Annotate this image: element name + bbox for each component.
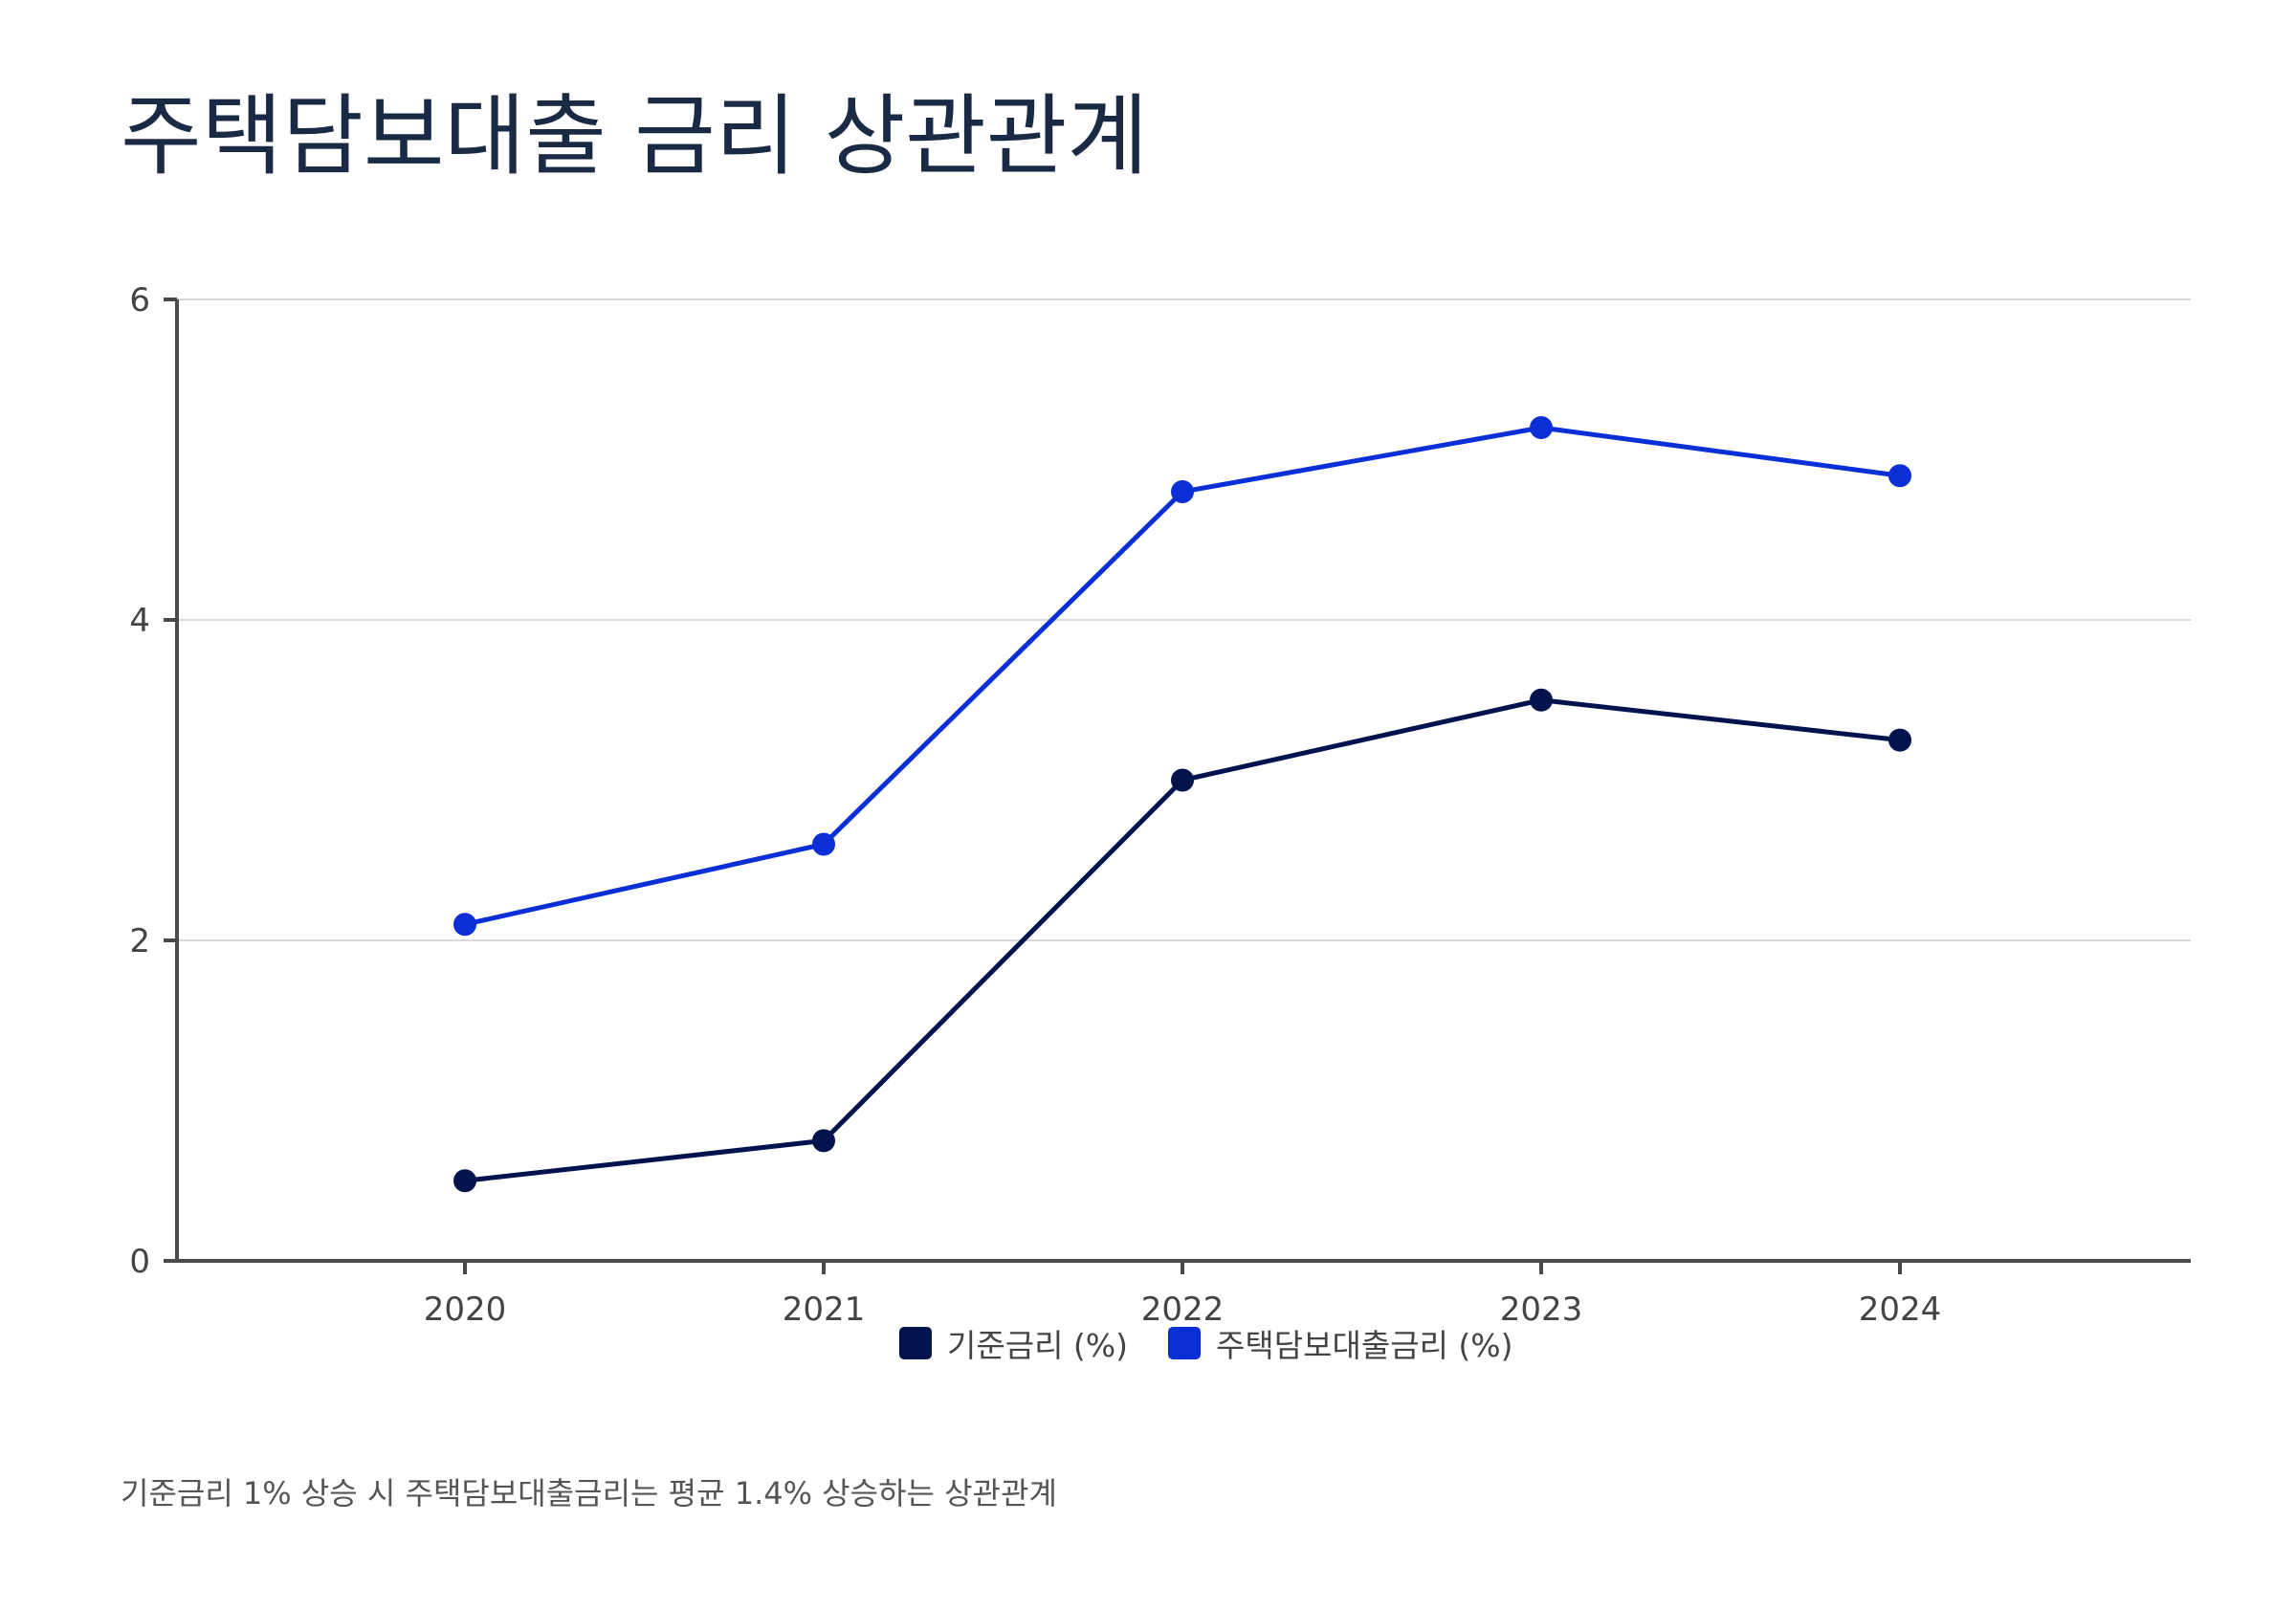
x-tick-label-2021: 2021 xyxy=(783,1291,866,1329)
y-tick-label-0: 0 xyxy=(129,1243,150,1281)
y-tick-label-6: 6 xyxy=(129,281,150,320)
legend-label-mortgage-rate: 주택담보대출금리 (%) xyxy=(1216,1327,1513,1364)
data-point-0-2024 xyxy=(1888,728,1911,752)
legend-swatch-base-rate xyxy=(899,1327,932,1359)
data-point-1-2024 xyxy=(1888,464,1911,488)
y-tick-label-2: 2 xyxy=(129,922,150,960)
legend-item-mortgage-rate[interactable]: 주택담보대출금리 (%) xyxy=(1168,1320,1513,1366)
data-point-1-2023 xyxy=(1530,416,1553,439)
legend: 기준금리 (%) 주택담보대출금리 (%) xyxy=(899,1320,1554,1366)
chart-title: 주택담보대출 금리 상관관계 xyxy=(121,85,1149,188)
x-tick-label-2020: 2020 xyxy=(424,1291,507,1329)
data-point-1-2020 xyxy=(453,913,476,937)
legend-item-base-rate[interactable]: 기준금리 (%) xyxy=(899,1320,1128,1366)
x-axis-ticks: 2020 2021 2022 2023 2024 xyxy=(424,1261,1942,1329)
data-point-0-2020 xyxy=(453,1169,476,1193)
data-point-0-2023 xyxy=(1530,688,1553,712)
data-point-1-2021 xyxy=(812,832,835,856)
legend-swatch-mortgage-rate xyxy=(1168,1327,1202,1359)
grid-lines xyxy=(177,298,2191,941)
y-axis-ticks: 0 2 4 6 xyxy=(129,281,177,1281)
x-tick-label-2022: 2022 xyxy=(1141,1291,1225,1329)
data-point-1-2022 xyxy=(1171,480,1194,503)
legend-label-base-rate: 기준금리 (%) xyxy=(947,1327,1129,1364)
footnote: 기준금리 1% 상승 시 주택담보대출금리는 평균 1.4% 상승하는 상관관계 xyxy=(121,1475,1057,1512)
data-point-0-2022 xyxy=(1171,768,1194,792)
data-point-0-2021 xyxy=(812,1129,835,1153)
series-layer xyxy=(453,416,1911,1193)
x-tick-label-2023: 2023 xyxy=(1500,1291,1583,1329)
x-tick-label-2024: 2024 xyxy=(1859,1291,1942,1329)
y-tick-label-4: 4 xyxy=(129,602,150,640)
